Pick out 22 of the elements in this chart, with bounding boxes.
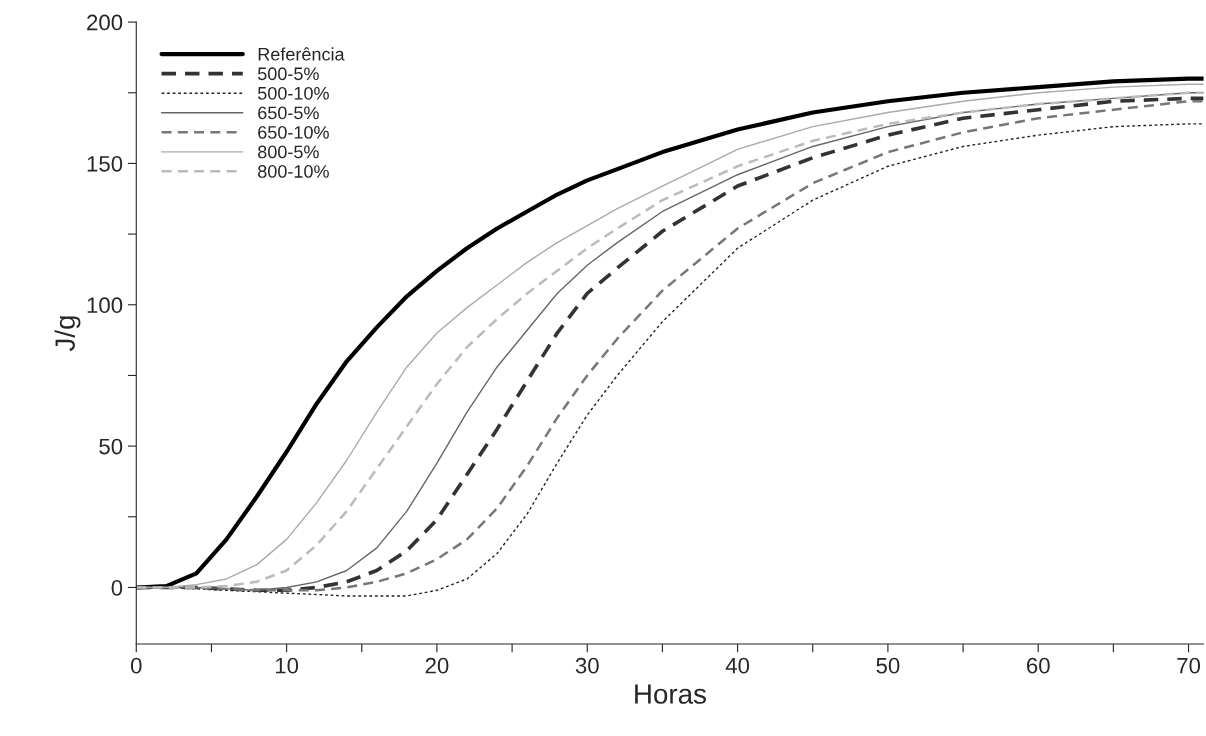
y-tick-label: 100 (87, 297, 123, 314)
legend-label: 650-10% (258, 125, 329, 139)
legend-label: 800-5% (258, 145, 319, 159)
x-tick-label: 40 (725, 657, 750, 674)
legend-label: 800-10% (258, 165, 329, 178)
x-tick-label: 60 (1027, 657, 1050, 674)
y-tick-label: 200 (87, 14, 123, 31)
x-tick-label: 30 (575, 657, 599, 674)
y-tick-label: 150 (87, 155, 123, 172)
x-tick-label: 10 (275, 657, 299, 674)
y-tick-label: 0 (111, 580, 123, 596)
x-tick-label: 0 (130, 657, 142, 674)
x-axis-title: Horas (635, 684, 706, 704)
x-tick-label: 20 (425, 657, 449, 674)
legend-label: 500-10% (257, 86, 329, 100)
legend-label: Referência (258, 47, 345, 61)
legend-label: 650-5% (258, 106, 319, 120)
y-axis-title: J/g (54, 316, 81, 352)
y-tick-label: 50 (99, 438, 123, 455)
x-tick-label: 70 (1177, 657, 1201, 674)
x-tick-label: 50 (876, 657, 900, 674)
legend-label: 500-5% (257, 67, 319, 81)
